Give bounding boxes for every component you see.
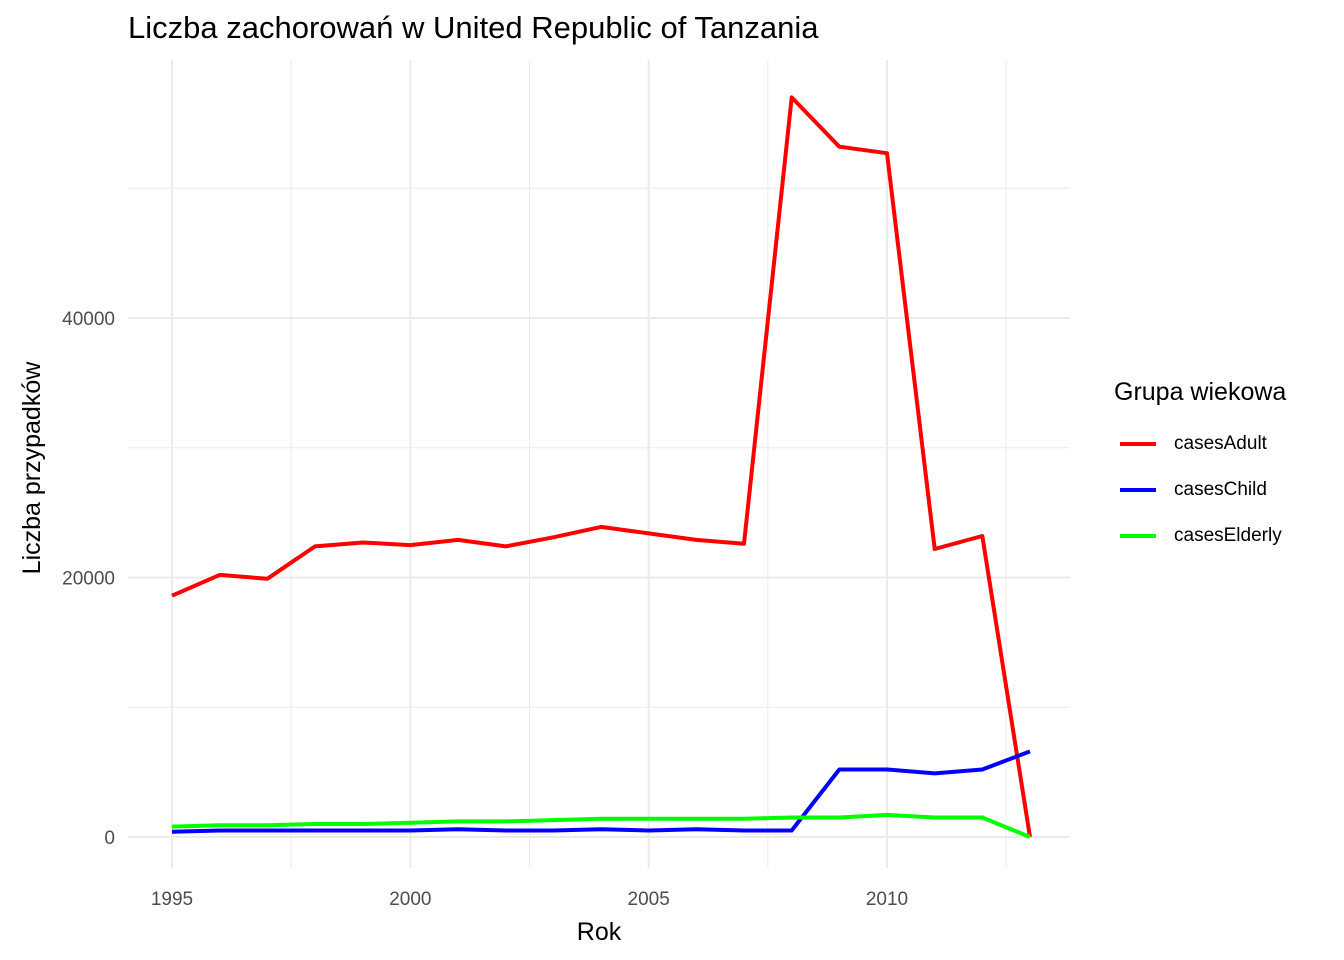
legend-key-cases-child: [1120, 488, 1156, 492]
x-tick-label: 2005: [628, 889, 670, 910]
series-line-casesChild: [171, 749, 1031, 834]
x-axis-title: Rok: [577, 918, 622, 946]
legend-title: Grupa wiekowa: [1114, 378, 1287, 406]
y-tick-label: 40000: [62, 309, 115, 330]
series-lines: [171, 95, 1032, 839]
legend-label-cases-child: casesChild: [1174, 479, 1267, 500]
legend-key-cases-adult: [1120, 442, 1156, 446]
grid-lines: [128, 60, 1070, 868]
x-tick-label: 2010: [866, 889, 908, 910]
legend: Grupa wiekowa casesAdult casesChild case…: [1114, 378, 1286, 559]
chart-title: Liczba zachorowań w United Republic of T…: [128, 10, 819, 45]
x-axis-ticks: 1995 2000 2005 2010: [151, 889, 908, 910]
y-axis-title: Liczba przypadków: [18, 361, 46, 575]
legend-item-cases-adult: casesAdult: [1114, 421, 1286, 467]
x-tick-label: 1995: [151, 889, 193, 910]
legend-key-cases-elderly: [1120, 534, 1156, 538]
y-tick-label: 0: [104, 828, 115, 849]
x-tick-label: 2000: [389, 889, 431, 910]
legend-label-cases-elderly: casesElderly: [1174, 525, 1282, 546]
y-axis-ticks: 0 20000 40000: [62, 309, 115, 849]
legend-item-cases-child: casesChild: [1114, 467, 1286, 513]
legend-item-cases-elderly: casesElderly: [1114, 513, 1286, 559]
series-line-casesAdult: [171, 95, 1032, 838]
legend-label-cases-adult: casesAdult: [1174, 433, 1267, 454]
y-tick-label: 20000: [62, 569, 115, 590]
series-line-casesElderly: [171, 812, 1031, 839]
